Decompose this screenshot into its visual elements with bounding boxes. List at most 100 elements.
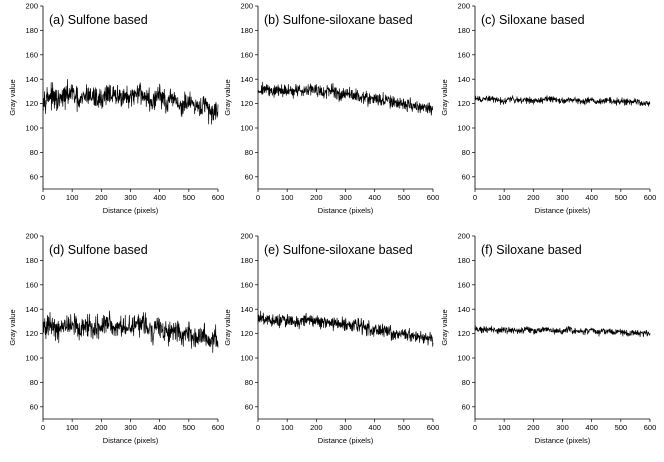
series-line: [474, 325, 651, 338]
panel-title: (f) Siloxane based: [481, 243, 582, 257]
x-tick-label: 300: [339, 423, 352, 432]
x-tick-label: 400: [585, 193, 598, 202]
y-tick-label: 60: [462, 172, 470, 181]
y-tick-label: 80: [30, 378, 38, 387]
y-tick-label: 120: [240, 99, 253, 108]
y-tick-label: 120: [25, 329, 38, 338]
x-axis-title: Distance (pixels): [535, 206, 591, 215]
x-tick-label: 600: [427, 423, 440, 432]
y-tick-label: 60: [30, 402, 38, 411]
y-tick-label: 80: [462, 378, 470, 387]
y-tick-label: 140: [25, 305, 38, 314]
y-tick-label: 120: [457, 329, 470, 338]
y-tick-label: 120: [240, 329, 253, 338]
x-axis-title: Distance (pixels): [535, 436, 591, 445]
y-axis-title: Gray value: [223, 79, 232, 115]
y-axis-title: Gray value: [440, 79, 449, 115]
x-tick-label: 0: [473, 423, 477, 432]
series-line: [474, 95, 651, 107]
x-tick-label: 100: [281, 423, 294, 432]
y-tick-label: 160: [457, 50, 470, 59]
x-tick-label: 400: [153, 423, 166, 432]
y-tick-label: 180: [240, 256, 253, 265]
y-tick-label: 100: [240, 354, 253, 363]
x-tick-label: 300: [339, 193, 352, 202]
y-tick-label: 200: [240, 2, 253, 11]
x-tick-label: 500: [398, 423, 411, 432]
chart-panel: 0 100 200 300 400 500 600 60 80 100 120 140 160 180 20…: [8, 232, 224, 445]
x-tick-label: 200: [527, 423, 540, 432]
panel-title: (e) Sulfone-siloxane based: [264, 243, 413, 257]
chart-panel: 0 100 200 300 400 500 600 60 80 100 120 140 160 180 20…: [223, 2, 439, 215]
y-tick-label: 140: [240, 305, 253, 314]
x-axis-title: Distance (pixels): [103, 206, 159, 215]
x-tick-label: 200: [310, 423, 323, 432]
y-tick-label: 100: [457, 354, 470, 363]
y-tick-label: 140: [25, 75, 38, 84]
series-line: [42, 78, 219, 125]
chart-panel: 0 100 200 300 400 500 600 60 80 100 120 140 160 180 20…: [223, 232, 439, 445]
x-tick-label: 300: [124, 423, 137, 432]
series-line: [42, 310, 219, 353]
x-tick-label: 500: [183, 423, 196, 432]
x-tick-label: 300: [556, 423, 569, 432]
y-axis-title: Gray value: [223, 309, 232, 345]
y-tick-label: 100: [240, 124, 253, 133]
y-tick-label: 200: [457, 232, 470, 241]
y-tick-label: 60: [30, 172, 38, 181]
x-tick-label: 0: [256, 193, 260, 202]
x-tick-label: 400: [585, 423, 598, 432]
y-tick-label: 160: [25, 280, 38, 289]
y-tick-label: 180: [457, 26, 470, 35]
x-tick-label: 600: [427, 193, 440, 202]
x-axis-title: Distance (pixels): [318, 436, 374, 445]
y-tick-label: 100: [25, 124, 38, 133]
x-tick-label: 100: [498, 193, 511, 202]
y-tick-label: 80: [245, 148, 253, 157]
y-tick-label: 180: [240, 26, 253, 35]
series-line: [257, 310, 434, 347]
x-tick-label: 400: [153, 193, 166, 202]
y-tick-label: 80: [462, 148, 470, 157]
y-tick-label: 80: [30, 148, 38, 157]
y-tick-label: 160: [240, 280, 253, 289]
y-tick-label: 100: [457, 124, 470, 133]
y-axis-title: Gray value: [440, 309, 449, 345]
y-tick-label: 80: [245, 378, 253, 387]
y-tick-label: 140: [240, 75, 253, 84]
x-tick-label: 600: [644, 423, 657, 432]
y-tick-label: 60: [245, 172, 253, 181]
x-tick-label: 300: [556, 193, 569, 202]
x-tick-label: 100: [66, 423, 79, 432]
y-tick-label: 160: [457, 280, 470, 289]
x-tick-label: 0: [41, 193, 45, 202]
y-axis-title: Gray value: [8, 79, 17, 115]
y-axis-title: Gray value: [8, 309, 17, 345]
x-tick-label: 500: [615, 193, 628, 202]
x-tick-label: 200: [527, 193, 540, 202]
y-tick-label: 160: [240, 50, 253, 59]
y-tick-label: 140: [457, 305, 470, 314]
x-axis-title: Distance (pixels): [103, 436, 159, 445]
y-tick-label: 180: [25, 26, 38, 35]
y-tick-label: 200: [457, 2, 470, 11]
y-tick-label: 200: [25, 232, 38, 241]
y-tick-label: 160: [25, 50, 38, 59]
x-tick-label: 200: [95, 193, 108, 202]
panel-title: (c) Siloxane based: [481, 13, 585, 27]
x-tick-label: 600: [212, 193, 225, 202]
x-tick-label: 500: [183, 193, 196, 202]
x-tick-label: 0: [473, 193, 477, 202]
x-tick-label: 500: [398, 193, 411, 202]
y-tick-label: 180: [25, 256, 38, 265]
x-tick-label: 100: [281, 193, 294, 202]
y-tick-label: 60: [462, 402, 470, 411]
y-tick-label: 200: [25, 2, 38, 11]
y-tick-label: 120: [457, 99, 470, 108]
y-tick-label: 60: [245, 402, 253, 411]
y-tick-label: 180: [457, 256, 470, 265]
y-tick-label: 200: [240, 232, 253, 241]
x-tick-label: 600: [644, 193, 657, 202]
chart-panel: 0 100 200 300 400 500 600 60 80 100 120 140 160 180 20…: [440, 232, 656, 445]
